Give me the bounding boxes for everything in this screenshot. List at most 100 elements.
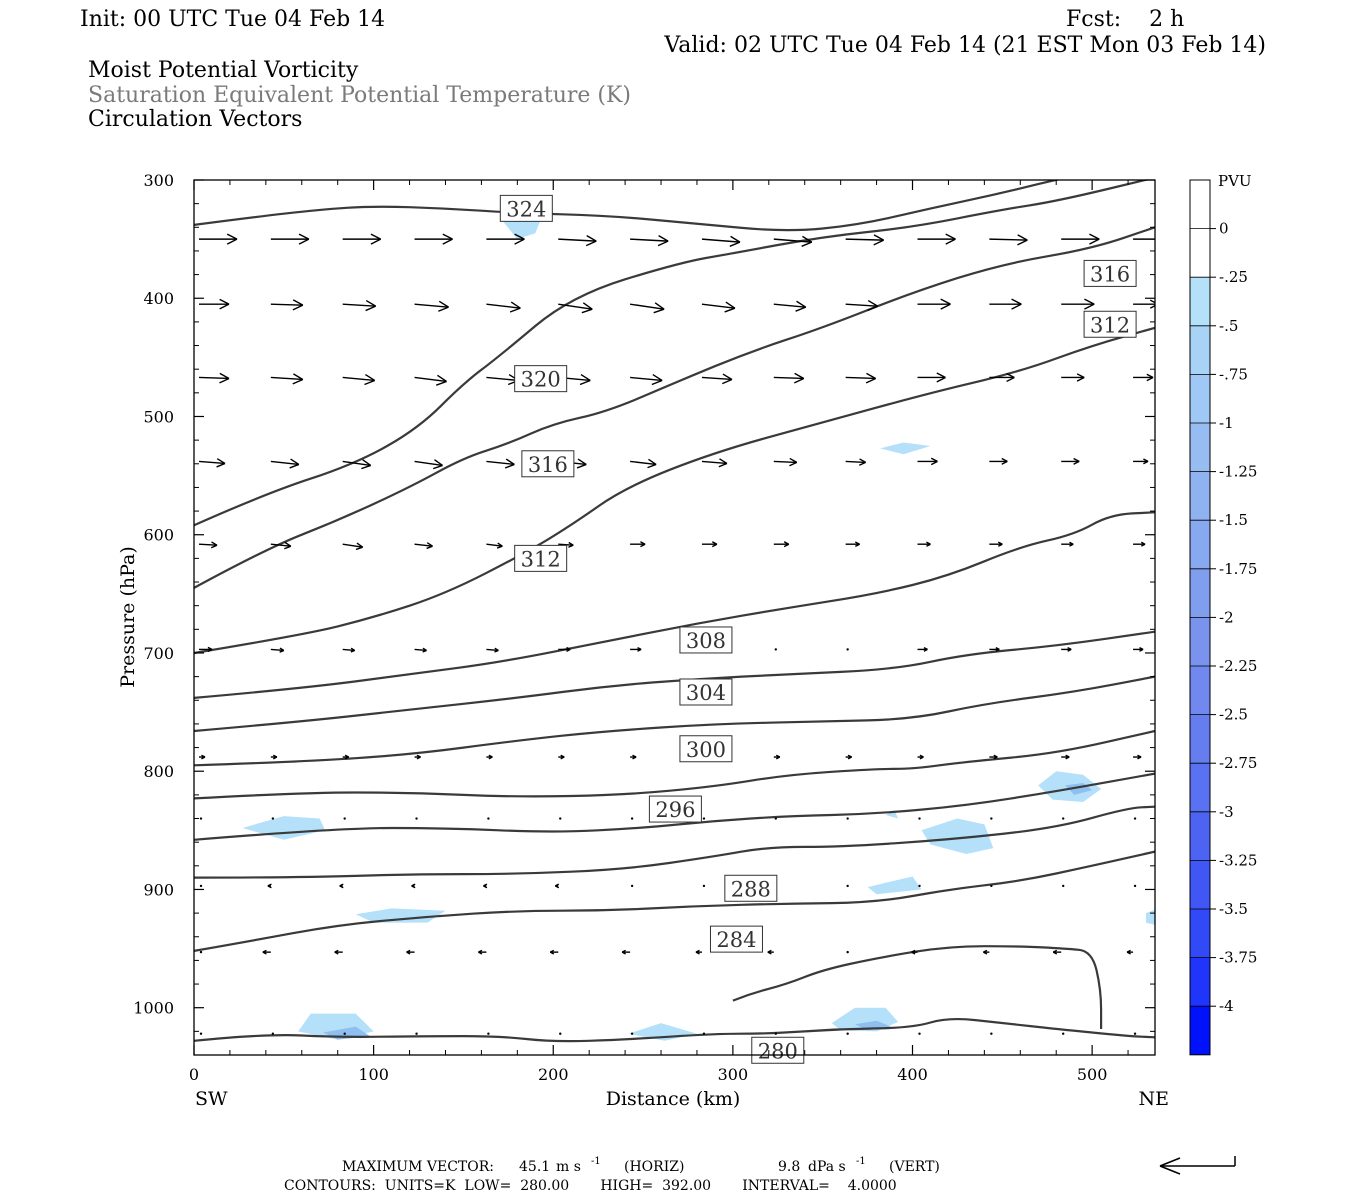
wind-vector [845, 541, 860, 548]
wind-vector [773, 235, 813, 247]
wind-vector [558, 541, 574, 548]
wind-vector [415, 817, 418, 820]
pv-area [242, 816, 326, 840]
wind-vector [989, 754, 998, 760]
y-axis-label: Pressure (hPa) [117, 546, 139, 688]
contour-line-284 [194, 850, 1155, 952]
wind-vector [989, 646, 1000, 652]
wind-vector [414, 542, 433, 550]
y-tick-label: 400 [143, 289, 174, 308]
contour-label-box [724, 874, 778, 902]
colorbar-swatch [1190, 617, 1210, 666]
wind-vector [414, 300, 449, 312]
wind-vector [558, 646, 571, 652]
wind-vector [1061, 233, 1100, 245]
wind-vector [478, 949, 487, 955]
colorbar-tick-label: -4 [1219, 997, 1234, 1015]
max-vector-horiz-units: m s [556, 1159, 581, 1175]
wind-vector [1061, 541, 1074, 547]
pv-area [1146, 909, 1155, 925]
wind-vector [199, 298, 230, 310]
wind-vector [549, 949, 559, 955]
wind-vector [415, 1032, 418, 1035]
colorbar-tick-label: -2.5 [1219, 706, 1248, 724]
wind-vector [774, 817, 778, 820]
wind-vector [270, 647, 285, 653]
contour-label-box [679, 678, 733, 706]
contour-label: 300 [686, 738, 726, 762]
wind-vector [621, 949, 631, 955]
x-tick-label: 0 [189, 1065, 199, 1084]
colorbar-swatch [1190, 471, 1210, 521]
field-title-vectors: Circulation Vectors [88, 107, 302, 132]
wind-vector [1062, 1032, 1065, 1035]
contour-label-box [1083, 310, 1137, 338]
y-tick-label: 600 [143, 526, 174, 545]
contour-info: CONTOURS: UNITS=K LOW= 280.00 HIGH= 392.… [284, 1178, 897, 1194]
wind-vector [342, 647, 356, 653]
contour-line-324 [194, 180, 1061, 232]
contour-label-box [521, 450, 575, 478]
x-tick-label: 400 [897, 1065, 928, 1084]
field-title-mpv: Moist Potential Vorticity [88, 58, 359, 83]
valid-time: Valid: 02 UTC Tue 04 Feb 14 (21 EST Mon … [663, 33, 1266, 58]
wind-vector [989, 372, 1015, 383]
pv-area [355, 908, 446, 923]
wind-vector [989, 541, 1003, 547]
contour-label-box [514, 544, 568, 572]
forecast-hour: Fcst: 2 h [1066, 7, 1184, 32]
wind-vector [846, 950, 849, 954]
contour-label: 280 [758, 1039, 798, 1063]
wind-vector [917, 646, 928, 652]
wind-vector [846, 1032, 849, 1035]
wind-vector [1061, 457, 1080, 465]
wind-vector [486, 542, 503, 549]
colorbar-swatch [1190, 180, 1210, 229]
x-end-label-left: SW [195, 1088, 228, 1110]
wind-vector [701, 235, 741, 247]
wind-vector [270, 458, 300, 469]
wind-vector [630, 646, 642, 652]
wind-vector [271, 817, 275, 820]
y-tick-label: 300 [143, 171, 174, 190]
wind-vector [846, 817, 849, 820]
y-tick-label: 1000 [133, 999, 174, 1018]
x-tick-label: 300 [718, 1065, 749, 1084]
colorbar-swatch [1190, 957, 1210, 1007]
contour-label: 320 [521, 368, 561, 392]
pv-area [921, 818, 994, 854]
max-vector-horiz-tag: (HORIZ) [624, 1159, 684, 1175]
colorbar-tick-label: -1.75 [1219, 560, 1257, 578]
wind-vector [1062, 817, 1065, 820]
wind-vector [486, 373, 519, 386]
x-tick-label: 500 [1077, 1065, 1108, 1084]
contour-line-312 [194, 326, 1155, 655]
wind-vector [342, 299, 377, 312]
wind-vector [1133, 1032, 1137, 1035]
contour-line-316 [194, 226, 1155, 589]
contour-label: 304 [686, 681, 726, 705]
wind-vector [773, 541, 790, 548]
footer: MAXIMUM VECTOR: 45.1 m s -1 (HORIZ) 9.8 … [284, 1156, 1236, 1194]
theta-es-contours [194, 180, 1155, 1043]
max-vector-label: MAXIMUM VECTOR: [342, 1159, 494, 1175]
wind-vector [845, 299, 879, 312]
wind-vector [773, 457, 798, 467]
max-vector-vert-units: dPa s [808, 1159, 846, 1175]
wind-vector [989, 234, 1028, 246]
colorbar-swatch [1190, 860, 1210, 909]
colorbar-swatch [1190, 763, 1210, 812]
contour-label-box [499, 194, 553, 222]
contour-line-280 [732, 945, 1103, 1029]
colorbar-tick-label: -1.5 [1219, 511, 1248, 529]
wind-vector [1133, 754, 1142, 760]
wind-vector [1061, 754, 1070, 760]
wind-vector [1133, 884, 1137, 888]
contour-line-292 [194, 772, 1155, 841]
wind-vector [702, 884, 706, 888]
plot-frame [193, 179, 1156, 1056]
x-tick-label: 100 [358, 1065, 389, 1084]
wind-vector [1133, 238, 1155, 240]
colorbar-tick-label: -2.25 [1219, 657, 1257, 675]
